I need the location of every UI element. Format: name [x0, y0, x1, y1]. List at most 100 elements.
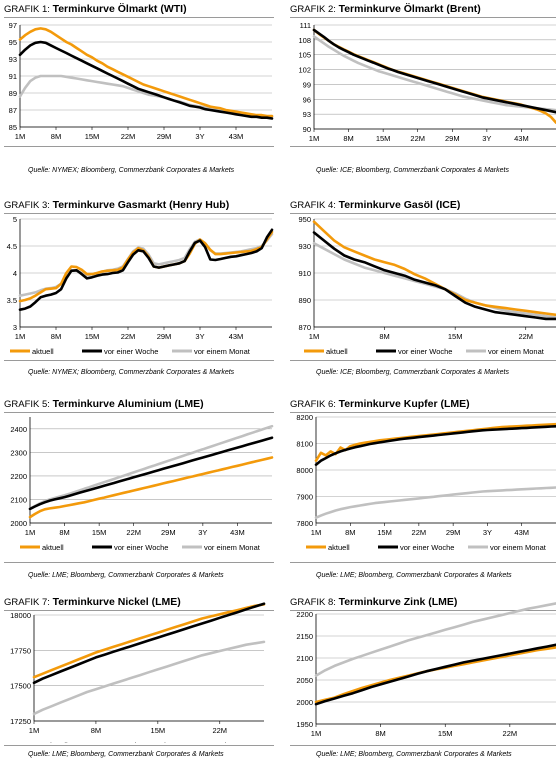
x-tick-label: 43M — [514, 528, 529, 537]
chart-number-label: GRAFIK 1: — [4, 4, 53, 15]
y-tick-label: 7900 — [296, 493, 313, 502]
x-tick-label: 22M — [121, 332, 136, 341]
x-tick-label: 15M — [448, 332, 463, 341]
chart-title: GRAFIK 7: Terminkurve Nickel (LME) — [4, 596, 181, 608]
legend-divider — [4, 562, 274, 563]
legend-divider — [4, 745, 274, 746]
y-tick-label: 8100 — [296, 440, 313, 449]
series-line-aktuell — [312, 220, 556, 317]
source-note: Quelle: NYMEX; Bloomberg, Commerzbank Co… — [28, 369, 235, 376]
x-tick-label: 22M — [212, 726, 227, 735]
x-tick-label: 3Y — [483, 528, 492, 537]
legend-label-aktuell: aktuell — [32, 347, 54, 356]
y-tick-label: 18000 — [10, 611, 31, 620]
x-tick-label: 8M — [379, 332, 389, 341]
chart-title: GRAFIK 4: Terminkurve Gasöl (ICE) — [290, 199, 460, 211]
x-tick-label: 8M — [91, 726, 101, 735]
y-tick-label: 89 — [9, 89, 17, 98]
x-tick-label: 15M — [376, 134, 391, 143]
series-line-monat — [312, 35, 556, 112]
y-tick-label: 105 — [298, 51, 311, 60]
series-line-monat — [312, 241, 556, 319]
legend-label-monat: vor einem Monat — [490, 543, 547, 552]
x-tick-label: 15M — [377, 528, 392, 537]
chart-panel-7: GRAFIK 7: Terminkurve Nickel (LME) 17250 1… — [4, 596, 274, 761]
y-tick-label: 96 — [303, 95, 311, 104]
legend-label-woche: vor einer Woche — [398, 347, 452, 356]
x-tick-label: 1M — [29, 726, 39, 735]
chart-title: GRAFIK 2: Terminkurve Ölmarkt (Brent) — [290, 3, 481, 15]
legend-label-aktuell: aktuell — [46, 741, 68, 743]
y-tick-label: 3.5 — [7, 296, 17, 305]
legend-label-monat: vor einem Monat — [204, 543, 261, 552]
legend-divider — [290, 745, 556, 746]
y-tick-label: 2000 — [296, 698, 313, 707]
legend-divider — [290, 146, 556, 147]
legend-divider — [4, 360, 274, 361]
chart-number-label: GRAFIK 7: — [4, 597, 53, 608]
y-tick-label: 5 — [13, 215, 17, 224]
chart-svg: 7800 7900 8000 8100 8200 1M 8M 15M 22M 29M 3Y 43M ak… — [296, 413, 556, 552]
title-divider — [290, 412, 556, 413]
series-line-monat — [314, 602, 556, 677]
series-line-woche — [314, 643, 556, 706]
y-tick-label: 8200 — [296, 413, 313, 422]
series-line-aktuell — [314, 422, 556, 463]
legend-label-monat: vor einem Monat — [208, 741, 265, 743]
x-tick-label: 29M — [157, 332, 172, 341]
x-tick-label: 22M — [412, 528, 427, 537]
series-line-woche — [312, 28, 556, 114]
chart-svg: 2000 2100 2200 2300 2400 1M 8M 15M 22M 29M 3Y 43M ak… — [10, 417, 274, 552]
x-tick-label: 8M — [51, 132, 61, 141]
y-tick-label: 910 — [298, 269, 311, 278]
x-tick-label: 22M — [121, 132, 136, 141]
chart-number-label: GRAFIK 2: — [290, 4, 339, 15]
x-tick-label: 1M — [311, 528, 321, 537]
x-tick-label: 8M — [59, 528, 69, 537]
series-line-aktuell — [28, 456, 274, 519]
chart-title-text: Terminkurve Aluminium (LME) — [52, 398, 204, 410]
y-tick-label: 8000 — [296, 466, 313, 475]
x-tick-label: 8M — [51, 332, 61, 341]
series-line-aktuell — [32, 603, 266, 679]
y-tick-label: 85 — [9, 123, 17, 132]
y-tick-label: 17750 — [10, 646, 31, 655]
chart-title-text: Terminkurve Gasöl (ICE) — [338, 199, 461, 211]
legend-label-woche: vor einer Woche — [104, 347, 158, 356]
title-divider — [4, 412, 274, 413]
chart-number-label: GRAFIK 6: — [290, 399, 339, 410]
legend-divider — [4, 146, 274, 147]
x-tick-label: 1M — [15, 132, 25, 141]
chart-title-text: Terminkurve Nickel (LME) — [52, 596, 181, 608]
series-line-monat — [314, 486, 556, 519]
chart-panel-6: GRAFIK 6: Terminkurve Kupfer (LME) 7800 79… — [290, 398, 556, 582]
y-tick-label: 3 — [13, 323, 17, 332]
x-tick-label: 1M — [309, 134, 319, 143]
y-tick-label: 4 — [13, 269, 17, 278]
y-tick-label: 870 — [298, 323, 311, 332]
source-note: Quelle: LME; Bloomberg, Commerzbank Corp… — [28, 751, 224, 758]
title-divider — [290, 17, 556, 18]
legend-label-monat: vor einem Monat — [194, 347, 251, 356]
legend-label-aktuell: aktuell — [42, 543, 64, 552]
source-note: Quelle: NYMEX; Bloomberg, Commerzbank Co… — [28, 167, 235, 174]
x-tick-label: 1M — [311, 729, 321, 738]
y-tick-label: 2400 — [10, 425, 27, 434]
y-tick-label: 2100 — [10, 495, 27, 504]
x-tick-label: 43M — [229, 332, 244, 341]
chart-svg: 1950200020502100215022001M8M15M22Maktuel… — [296, 602, 556, 738]
x-tick-label: 3Y — [482, 134, 491, 143]
x-tick-label: 15M — [85, 332, 100, 341]
x-tick-label: 3Y — [195, 132, 204, 141]
y-tick-label: 102 — [298, 66, 311, 75]
x-tick-label: 43M — [514, 134, 529, 143]
x-tick-label: 29M — [446, 528, 461, 537]
chart-number-label: GRAFIK 4: — [290, 200, 339, 211]
legend-label-monat: vor einem Monat — [488, 347, 545, 356]
x-tick-label: 43M — [230, 528, 245, 537]
y-tick-label: 2150 — [296, 632, 313, 641]
title-divider — [4, 610, 274, 611]
series-line-woche — [32, 602, 266, 685]
x-tick-label: 22M — [503, 729, 518, 738]
y-tick-label: 87 — [9, 106, 17, 115]
